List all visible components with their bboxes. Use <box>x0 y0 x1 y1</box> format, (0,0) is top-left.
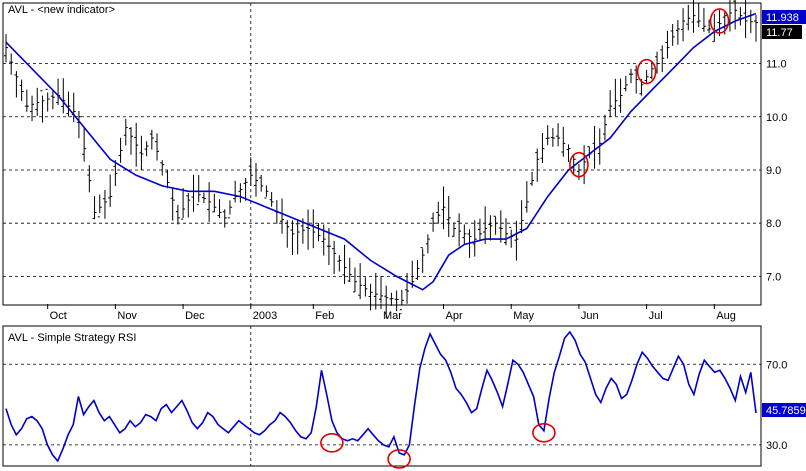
price-x-label: Oct <box>50 310 67 322</box>
price-x-label: Aug <box>716 310 736 322</box>
price-panel-frame <box>2 2 762 306</box>
price-highlight-circle <box>636 58 657 85</box>
price-x-label: Feb <box>315 310 334 322</box>
price-x-label: Jun <box>581 310 599 322</box>
price-highlight-circles <box>569 8 730 178</box>
price-highlight-circle <box>569 151 589 178</box>
price-x-label: Nov <box>117 310 137 322</box>
ma-value-label: 11.938 <box>766 12 799 24</box>
price-x-label: Apr <box>446 310 463 322</box>
price-x-labels: Oct Nov Dec 2003 Feb Mar Apr May Jun Jul Aug <box>47 304 736 322</box>
rsi-y-tick-label: 30.0 <box>766 440 787 452</box>
ma-value-badge <box>762 10 806 24</box>
price-grid <box>3 3 761 466</box>
rsi-value-badge <box>762 403 806 417</box>
price-y-tick-label: 11.0 <box>766 59 787 71</box>
price-panel-title: AVL - <new indicator> <box>8 4 115 16</box>
last-price-badge <box>762 25 802 39</box>
price-y-tick-label: 10.0 <box>766 112 787 124</box>
price-highlight-circle <box>709 8 730 34</box>
price-x-label: 2003 <box>253 310 277 322</box>
rsi-highlight-circle <box>320 433 344 453</box>
price-y-tick-label: 7.0 <box>766 271 781 283</box>
price-y-tick-label: 9.0 <box>766 165 781 177</box>
rsi-highlight-circle <box>532 422 556 443</box>
rsi-line <box>5 330 757 463</box>
rsi-panel-title: AVL - Simple Strategy RSI <box>8 332 136 344</box>
rsi-highlight-circles <box>320 422 556 469</box>
rsi-panel-frame <box>2 325 762 467</box>
moving-average-line <box>5 12 757 291</box>
last-price-label: 11.77 <box>766 27 793 39</box>
price-y-ticks: 7.0 8.0 9.0 10.0 11.0 <box>766 59 787 284</box>
rsi-highlight-circle <box>387 449 411 469</box>
price-bars <box>4 0 758 319</box>
price-x-label: May <box>513 310 534 322</box>
rsi-y-ticks: 30.0 70.0 <box>766 359 787 452</box>
price-x-label: Jul <box>649 310 663 322</box>
price-x-label: Mar <box>383 310 402 322</box>
rsi-grid <box>3 363 761 446</box>
rsi-y-tick-label: 70.0 <box>766 359 787 371</box>
rsi-value-label: 45.7859 <box>766 405 806 417</box>
price-y-tick-label: 8.0 <box>766 218 781 230</box>
price-x-label: Dec <box>185 310 205 322</box>
